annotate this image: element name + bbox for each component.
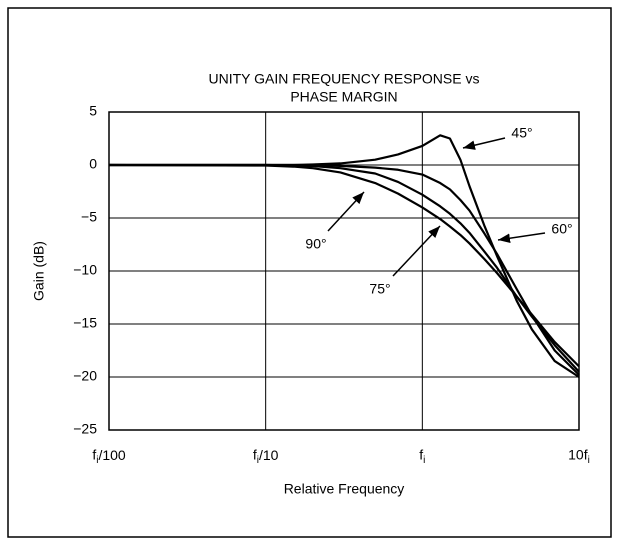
y-axis-label: Gain (dB) bbox=[31, 241, 47, 301]
y-tick-label: −20 bbox=[73, 368, 97, 384]
x-tick-label: fi/10 bbox=[253, 447, 279, 466]
series-label: 75° bbox=[369, 281, 390, 297]
line bbox=[109, 163, 580, 373]
x-tick-label: fi bbox=[419, 447, 425, 466]
line bbox=[108, 163, 580, 368]
series-label: 60° bbox=[551, 221, 572, 237]
y-tick-label: 5 bbox=[89, 103, 97, 119]
chart-title: UNITY GAIN FREQUENCY RESPONSE vs bbox=[209, 71, 480, 87]
label-arrow bbox=[392, 225, 441, 277]
label-arrow bbox=[462, 137, 506, 150]
chart-title: PHASE MARGIN bbox=[290, 89, 397, 105]
frame bbox=[7, 7, 612, 538]
x-tick-label: 10fi bbox=[568, 447, 590, 466]
line bbox=[109, 134, 580, 378]
x-axis-label: Relative Frequency bbox=[284, 481, 405, 497]
series-label: 90° bbox=[305, 236, 326, 252]
series-label: 45° bbox=[511, 125, 532, 141]
y-tick-label: −10 bbox=[73, 262, 97, 278]
label-arrow bbox=[327, 191, 365, 232]
line bbox=[109, 163, 580, 376]
y-tick-label: −25 bbox=[73, 421, 97, 437]
y-tick-label: −15 bbox=[73, 315, 97, 331]
x-tick-label: fi/100 bbox=[92, 447, 126, 466]
y-tick-label: −5 bbox=[81, 209, 97, 225]
y-tick-label: 0 bbox=[89, 156, 97, 172]
label-arrow bbox=[497, 232, 546, 243]
plot-border bbox=[108, 111, 580, 431]
